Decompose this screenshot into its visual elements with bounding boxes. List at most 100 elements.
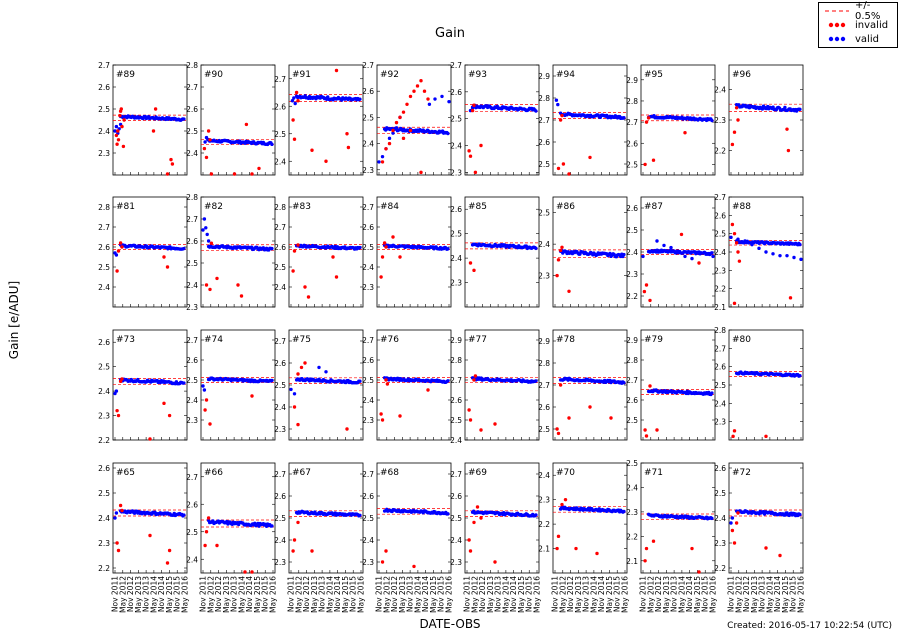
panel-frame [464, 64, 540, 176]
panel-frame [200, 329, 276, 441]
y-tick-label: 2.6 [626, 204, 638, 213]
valid-point [114, 253, 119, 257]
y-tick-label: 2.7 [626, 376, 638, 385]
invalid-point [116, 138, 121, 142]
x-tick-label: Nov 2015 [701, 576, 710, 612]
invalid-point [114, 133, 119, 138]
invalid-point [121, 144, 126, 149]
valid-point [534, 109, 538, 113]
panel-88: 2.1 2.2 2.3 2.4 2.5 2.6 2.7 #88 [714, 193, 804, 312]
invalid-point [303, 285, 307, 289]
panel-78: 2.5 2.6 2.7 2.8 2.9 #78 [538, 329, 628, 441]
y-tick-label: 2.4 [274, 403, 286, 412]
invalid-point [493, 560, 497, 564]
invalid-point [644, 283, 649, 287]
invalid-point [385, 382, 390, 386]
invalid-point [588, 155, 592, 160]
panel-frame [640, 329, 716, 441]
y-tick-label: 2.1 [538, 545, 550, 554]
panel-frame [552, 462, 628, 574]
y-tick-label: 2.2 [626, 532, 638, 541]
invalid-point [786, 148, 791, 153]
y-tick-label: 2.4 [714, 248, 726, 257]
y-tick-label: 2.3 [98, 149, 110, 158]
invalid-point [560, 113, 564, 118]
panel-frame [376, 462, 452, 574]
y-tick-label: 2.5 [362, 514, 374, 523]
valid-point [783, 105, 787, 110]
y-tick-label: 2.4 [714, 399, 726, 408]
valid-point [676, 250, 680, 254]
invalid-point [493, 422, 497, 426]
valid-point [377, 160, 381, 164]
invalid-point [412, 564, 416, 569]
panel-label: #73 [116, 335, 135, 345]
invalid-point [467, 408, 471, 412]
y-tick-label: 2.4 [98, 514, 110, 523]
x-tick-label: May 2016 [357, 576, 366, 613]
panel-frame [200, 64, 276, 176]
x-tick-label: Nov 2011 [727, 576, 736, 612]
invalid-point [151, 129, 156, 133]
y-tick-label: 2.5 [362, 243, 374, 252]
valid-point [292, 96, 296, 100]
valid-point [205, 232, 209, 237]
y-tick-label: 2.5 [362, 376, 374, 385]
y-tick-label: 2.7 [186, 336, 198, 345]
x-tick-label: Nov 2013 [142, 576, 151, 612]
y-tick-label: 2.3 [714, 116, 726, 125]
y-tick-label: 2.7 [450, 376, 462, 385]
y-tick-label: 2.7 [274, 223, 286, 232]
y-tick-label: 2.5 [186, 528, 198, 537]
panel-frame [288, 329, 364, 441]
y-tick-label: 2.7 [450, 470, 462, 479]
y-tick-label: 2.6 [362, 492, 374, 501]
y-tick-label: 2.6 [186, 105, 198, 114]
invalid-point [648, 298, 652, 303]
invalid-point [467, 149, 471, 153]
invalid-point [398, 414, 402, 418]
invalid-point [165, 561, 170, 565]
invalid-point [567, 172, 571, 176]
x-tick-label: May 2012 [294, 576, 303, 613]
y-tick-label: 2.4 [186, 396, 198, 405]
x-tick-label: Nov 2015 [261, 576, 270, 612]
panel-label: #74 [204, 335, 223, 345]
invalid-point [379, 412, 383, 416]
y-tick-label: 2.4 [186, 281, 198, 290]
panel-label: #69 [468, 468, 487, 478]
invalid-point [401, 110, 406, 114]
invalid-point [648, 384, 652, 388]
invalid-point [162, 401, 166, 406]
y-tick-label: 2.3 [274, 425, 286, 434]
x-tick-label: May 2014 [325, 576, 334, 613]
x-tick-label: May 2012 [734, 576, 743, 613]
invalid-point [167, 548, 172, 553]
x-tick-label: May 2016 [533, 576, 542, 613]
y-tick-label: 2.6 [450, 205, 462, 214]
y-tick-label: 2.5 [626, 226, 638, 235]
valid-point [798, 512, 802, 517]
invalid-point [118, 113, 122, 118]
panel-frame [464, 196, 540, 308]
x-tick-label: May 2015 [693, 576, 702, 613]
x-tick-label: Nov 2012 [566, 576, 575, 612]
invalid-point [250, 570, 254, 574]
invalid-point [475, 505, 480, 509]
y-tick-label: 2.9 [626, 76, 638, 85]
y-tick-label: 2.5 [714, 230, 726, 239]
panel-label: #77 [468, 335, 487, 345]
valid-point [203, 140, 207, 144]
red-dots-icon [823, 20, 851, 30]
valid-point [270, 524, 274, 528]
invalid-point [165, 172, 170, 176]
panel-frame [728, 462, 804, 574]
y-tick-label: 2.4 [274, 157, 286, 166]
valid-point [764, 250, 768, 254]
valid-point [292, 392, 297, 396]
panel-label: #68 [380, 468, 399, 478]
y-tick-label: 2.5 [626, 160, 638, 169]
y-tick-label: 2.7 [274, 75, 286, 84]
y-tick-label: 2.7 [538, 116, 550, 125]
invalid-point [162, 255, 166, 259]
